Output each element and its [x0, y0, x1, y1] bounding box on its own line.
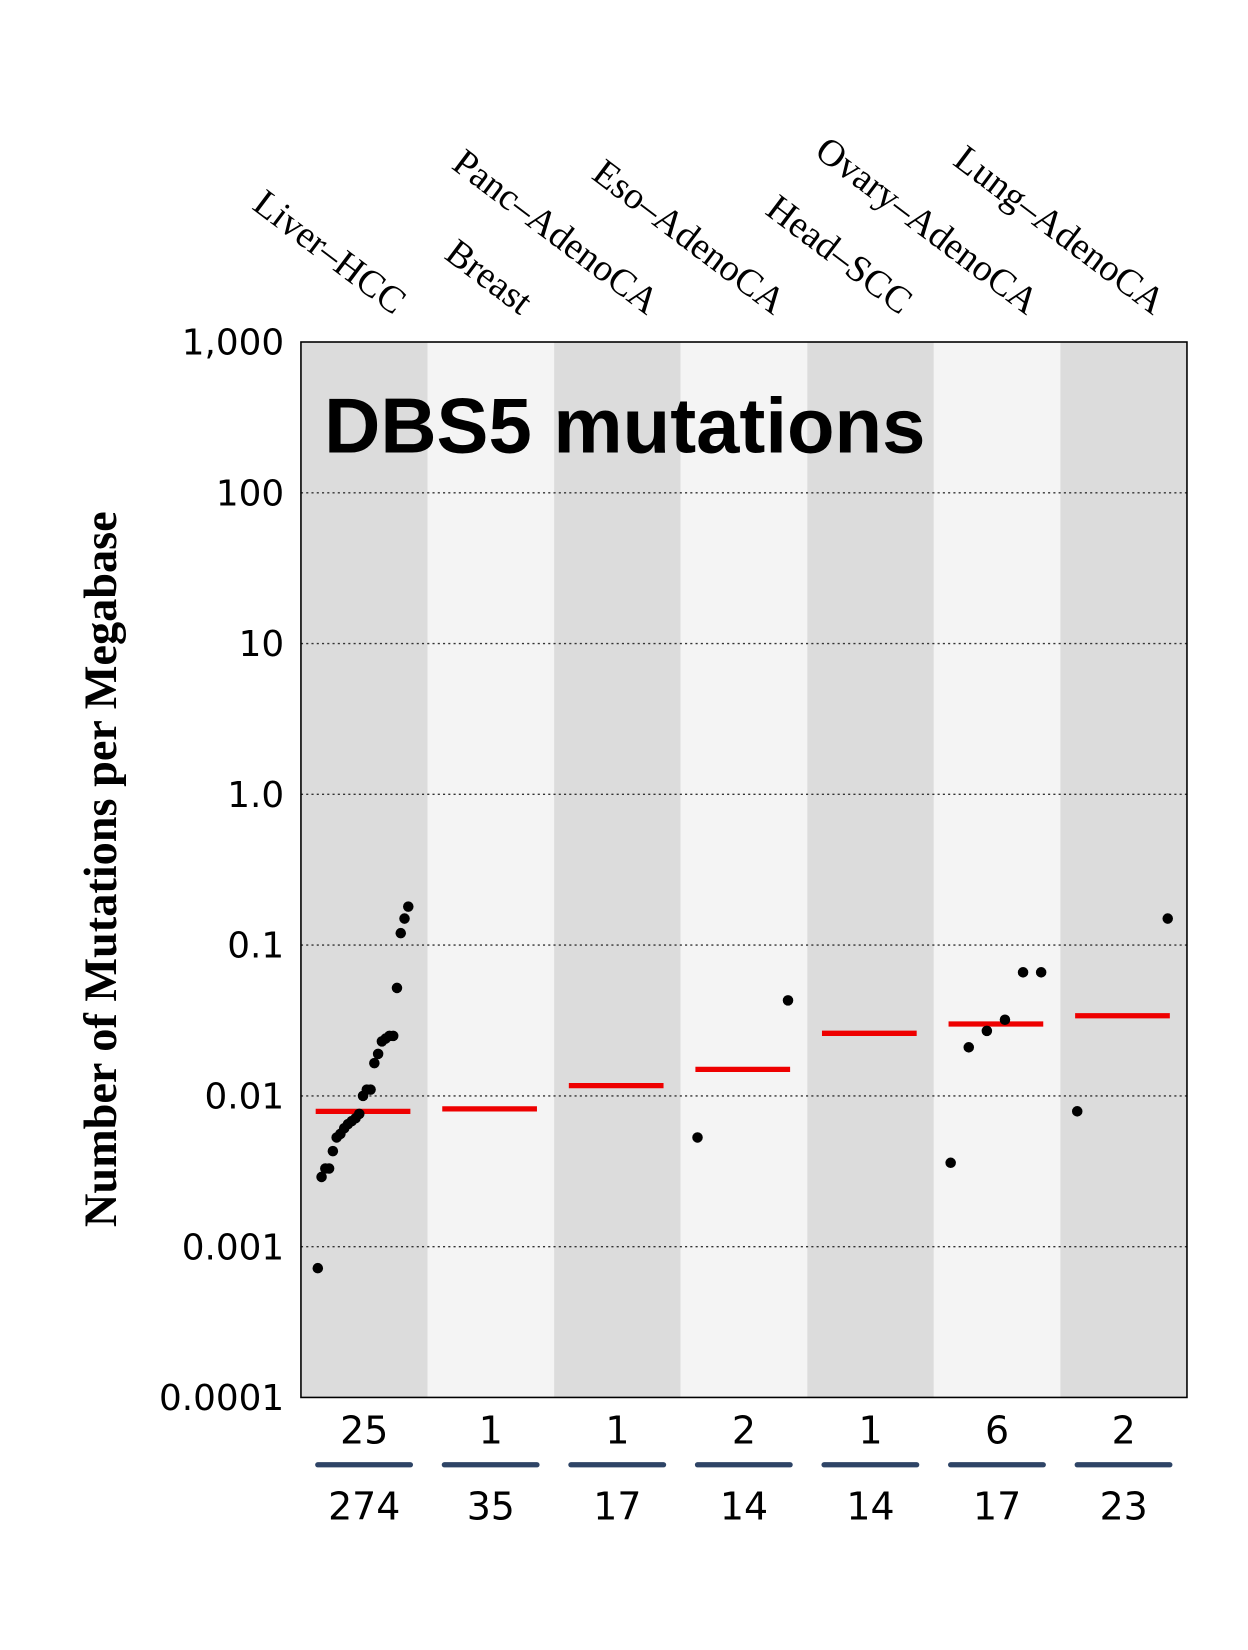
- y-tick-label: 0.01: [204, 1077, 284, 1118]
- category-label: Ovary–AdenoCA: [808, 129, 1047, 324]
- y-tick-label: 0.001: [182, 1227, 284, 1268]
- total-count: 14: [846, 1485, 894, 1529]
- mutated-count: 2: [732, 1409, 756, 1453]
- mutated-count: 1: [858, 1409, 882, 1453]
- data-point: [387, 1030, 399, 1042]
- data-point: [327, 1145, 339, 1157]
- data-point: [312, 1262, 324, 1274]
- mutated-count: 6: [985, 1409, 1009, 1453]
- data-point: [323, 1163, 335, 1174]
- column-band: [1060, 342, 1187, 1398]
- data-point: [963, 1042, 975, 1053]
- column-band: [427, 342, 555, 1398]
- column-band: [680, 342, 808, 1398]
- category-label: Liver–HCC: [245, 182, 413, 323]
- total-count: 17: [973, 1485, 1021, 1529]
- data-point: [945, 1157, 956, 1169]
- y-axis-label: Number of Mutations per Megabase: [76, 511, 127, 1227]
- plot-frame: [300, 341, 1188, 1399]
- category-label: Lung–AdenoCA: [946, 137, 1173, 323]
- column-band: [807, 342, 934, 1398]
- mutated-count: 2: [1112, 1409, 1136, 1453]
- total-count: 35: [467, 1485, 515, 1529]
- mutated-count: 1: [605, 1409, 629, 1453]
- data-point: [365, 1084, 376, 1095]
- data-point: [782, 995, 794, 1006]
- data-point: [372, 1048, 384, 1060]
- column-band: [300, 342, 428, 1398]
- data-point: [981, 1025, 993, 1037]
- data-point: [395, 927, 407, 939]
- data-point: [1162, 913, 1173, 924]
- y-tick-label: 10: [239, 624, 285, 665]
- total-count: 17: [593, 1485, 641, 1529]
- data-point: [1035, 967, 1047, 978]
- y-tick-label: 0.0001: [159, 1378, 284, 1419]
- y-tick-label: 1,000: [182, 323, 284, 364]
- column-band: [933, 342, 1061, 1398]
- column-band: [554, 342, 681, 1398]
- data-point: [354, 1108, 365, 1120]
- data-point: [316, 1171, 327, 1183]
- data-point: [391, 982, 403, 994]
- data-point: [369, 1057, 380, 1069]
- y-tick-label: 0.1: [227, 926, 284, 967]
- data-point: [1071, 1106, 1083, 1117]
- total-count: 274: [328, 1485, 400, 1529]
- mutated-count: 1: [479, 1409, 503, 1453]
- data-point: [403, 901, 414, 912]
- category-label: Breast: [438, 231, 541, 323]
- chart-title: DBS5 mutations: [324, 383, 925, 469]
- data-point: [399, 913, 410, 924]
- mutated-count: 25: [340, 1409, 388, 1453]
- data-point: [1017, 967, 1029, 978]
- data-point: [999, 1014, 1011, 1025]
- y-tick-label: 1.0: [227, 775, 284, 816]
- data-point: [692, 1132, 703, 1143]
- total-count: 14: [720, 1485, 768, 1529]
- total-count: 23: [1100, 1485, 1148, 1529]
- y-tick-label: 100: [216, 473, 284, 514]
